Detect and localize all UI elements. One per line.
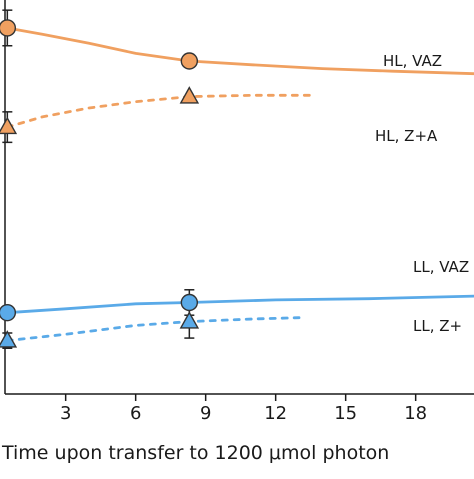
- series-label-hl-vaz: HL, VAZ: [383, 52, 442, 70]
- series-label-ll-vaz: LL, VAZ: [413, 258, 469, 276]
- series-lines: [5, 26, 474, 342]
- x-tick-label: 3: [60, 403, 71, 424]
- series-line-2: [5, 294, 474, 315]
- series-labels: HL, VAZ HL, Z+A LL, VAZ LL, Z+: [375, 52, 469, 335]
- data-point-circle: [0, 303, 17, 322]
- data-point-triangle: [179, 311, 200, 329]
- series-label-ll-z: LL, Z+: [413, 317, 462, 335]
- x-tick-label: 12: [264, 403, 287, 424]
- data-point-circle: [180, 293, 199, 312]
- x-tick-label: 15: [334, 403, 357, 424]
- data-markers: [0, 19, 200, 348]
- axes: 3 6 9 12 15 18: [4, 0, 474, 424]
- series-label-hl-za: HL, Z+A: [375, 127, 438, 145]
- data-point-triangle: [0, 116, 18, 135]
- data-point-circle: [0, 19, 17, 37]
- x-axis-label: Time upon transfer to 1200 μmol photon: [1, 442, 389, 464]
- series-line-1: [5, 93, 313, 129]
- data-point-triangle: [179, 86, 200, 104]
- data-point-circle: [180, 52, 199, 70]
- x-tick-label: 18: [404, 403, 427, 424]
- series-line-3: [5, 316, 301, 342]
- x-tick-label: 6: [130, 403, 141, 424]
- x-tick-label: 9: [200, 403, 211, 424]
- data-point-triangle: [0, 330, 18, 348]
- error-bars: [2, 9, 195, 349]
